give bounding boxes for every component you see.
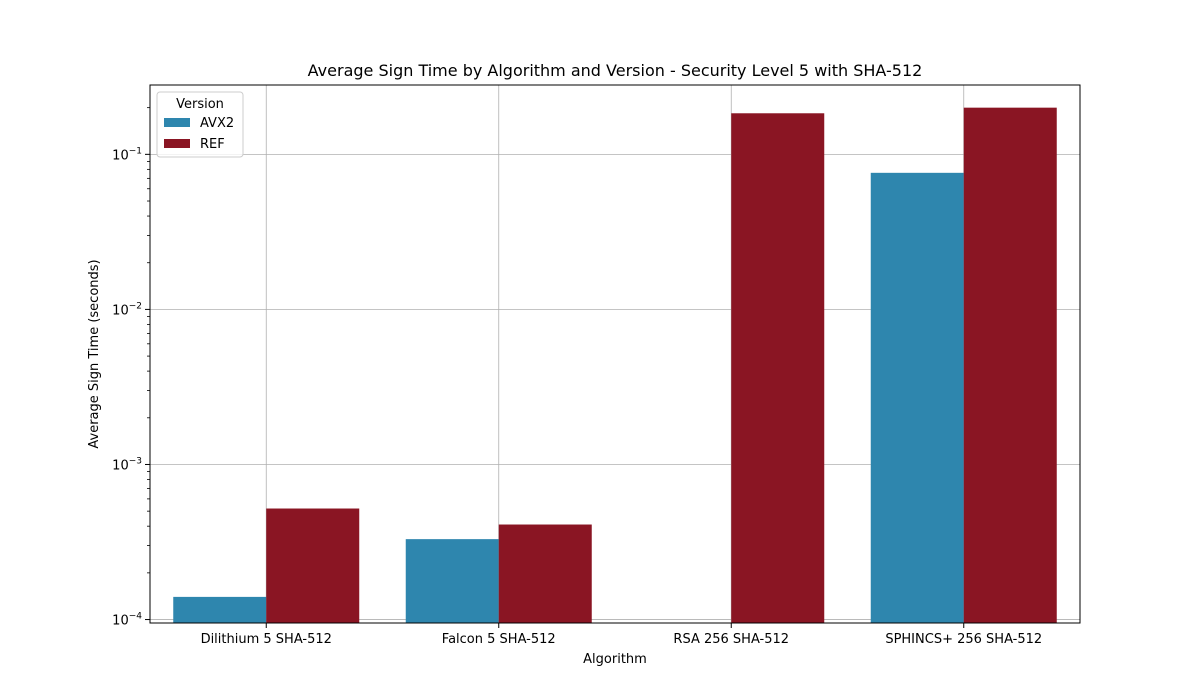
legend: Version AVX2 REF: [156, 91, 244, 158]
y-tick-label: 10−2: [112, 301, 142, 318]
y-tick-label: 10−1: [112, 146, 142, 163]
x-tick-label: SPHINCS+ 256 SHA-512: [885, 632, 1042, 647]
bar-ref: [498, 524, 592, 623]
bar-avx2: [870, 172, 964, 623]
x-tick-label: Falcon 5 SHA-512: [442, 632, 556, 647]
bar-ref: [963, 107, 1057, 624]
bar-avx2: [173, 596, 267, 623]
y-tick-label: 10−4: [112, 612, 142, 629]
y-axis-label: Average Sign Time (seconds): [87, 259, 102, 448]
legend-title: Version: [176, 97, 224, 112]
y-tick-label: 10−3: [112, 456, 142, 473]
x-axis: Dilithium 5 SHA-512 Falcon 5 SHA-512 RSA 2…: [201, 623, 1042, 647]
legend-swatch-ref: [164, 139, 190, 148]
bar-ref: [731, 113, 825, 624]
bars: [173, 107, 1057, 624]
x-axis-label: Algorithm: [583, 652, 647, 667]
y-axis: 10−4 10−3 10−2 10−1: [112, 107, 150, 629]
chart-title: Average Sign Time by Algorithm and Versi…: [308, 61, 923, 80]
legend-label-ref: REF: [200, 137, 225, 152]
legend-swatch-avx2: [164, 118, 190, 127]
bar-ref: [266, 508, 360, 623]
plot-frame: [149, 84, 1081, 624]
bar-avx2: [405, 539, 499, 623]
x-tick-label: RSA 256 SHA-512: [673, 632, 789, 647]
legend-label-avx2: AVX2: [200, 116, 234, 131]
x-tick-label: Dilithium 5 SHA-512: [201, 632, 332, 647]
